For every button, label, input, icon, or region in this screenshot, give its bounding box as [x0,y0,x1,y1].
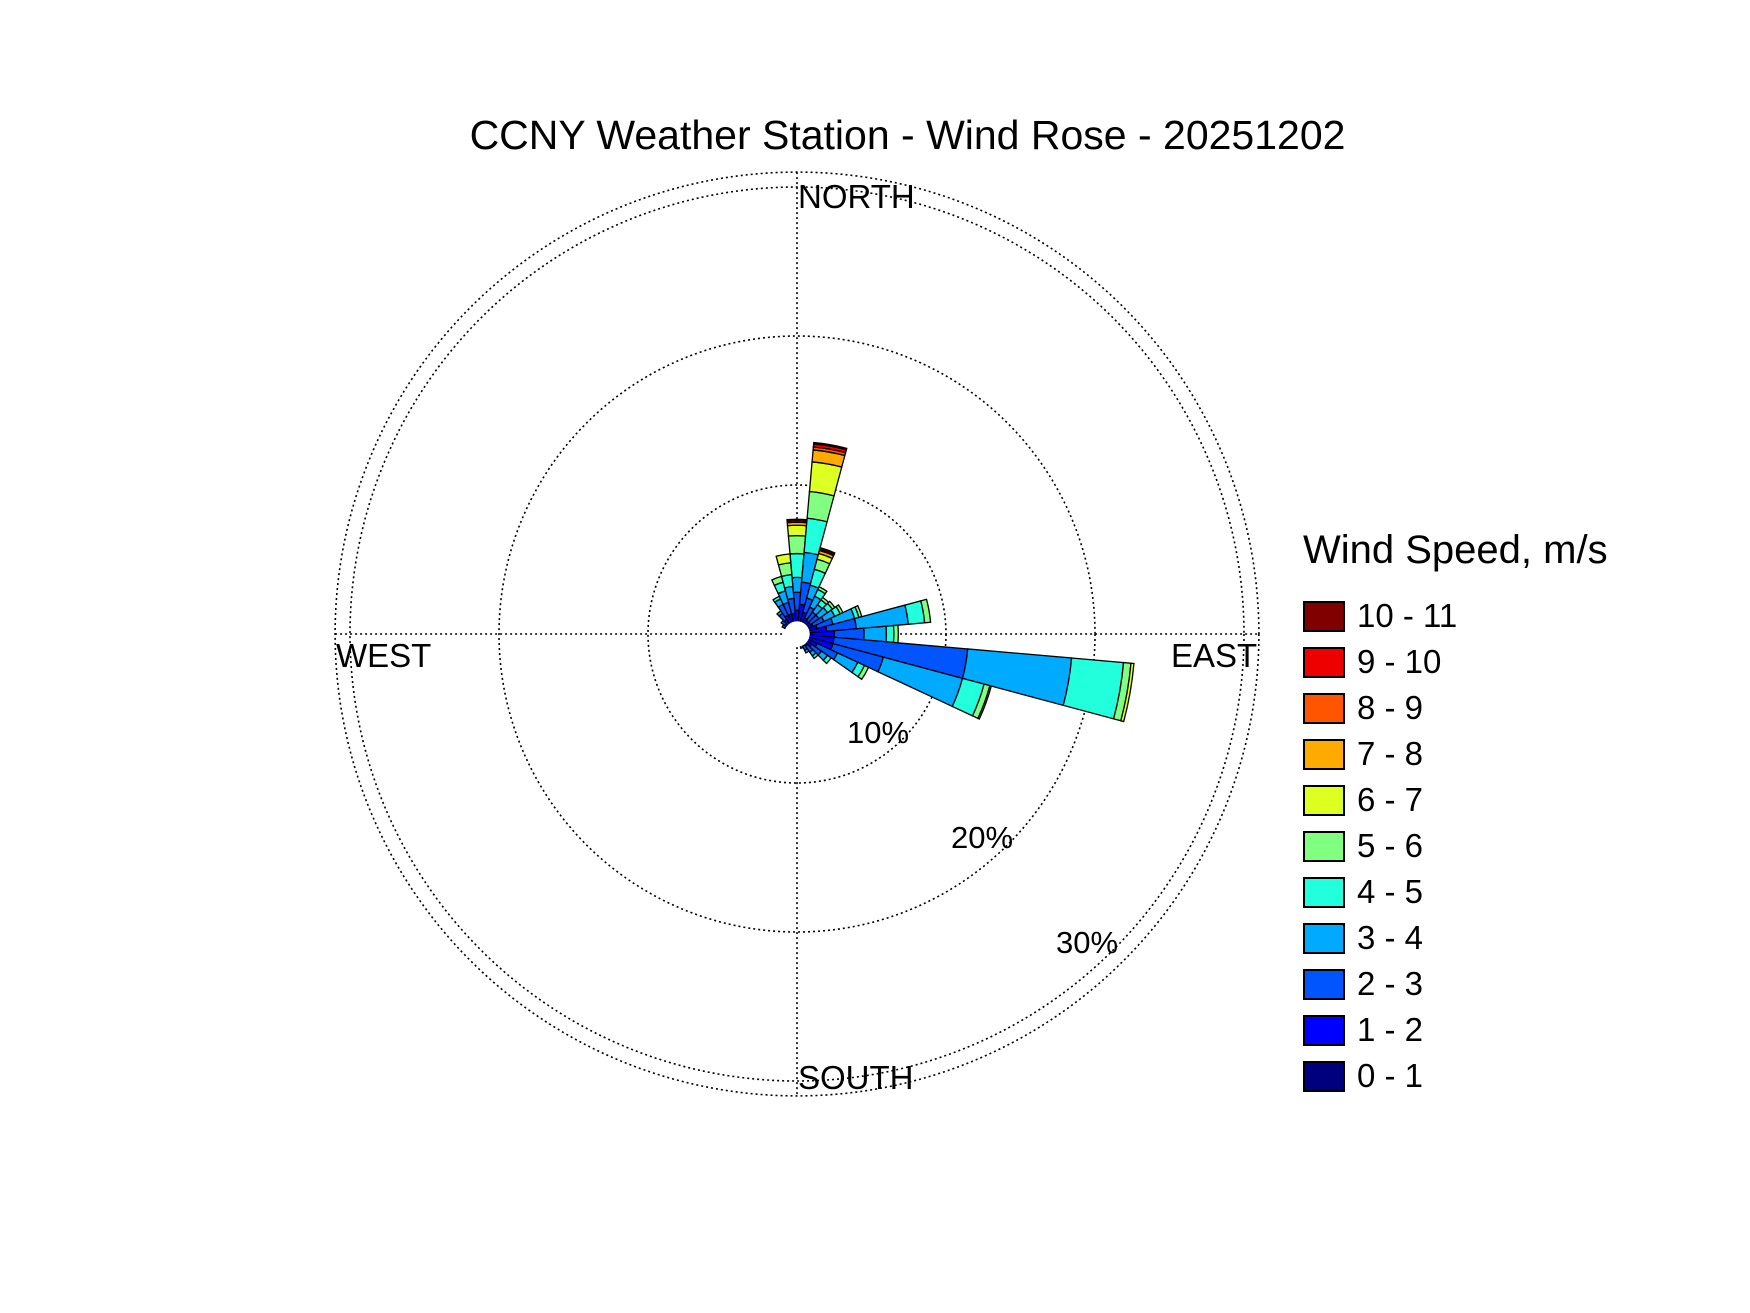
legend-swatch [1303,646,1345,678]
legend-item: 2 - 3 [1303,961,1723,1007]
wedge-dir0-bin6 [786,524,808,537]
wedge-dir10-bin6 [808,461,843,497]
wedge-dir80-bin5 [919,598,932,624]
legend-entries: 10 - 11 9 - 10 8 - 9 7 - 8 6 - 7 5 - 6 4 - 5 3 … [1303,593,1723,1099]
legend-swatch [1303,968,1345,1000]
legend-label: 5 - 6 [1357,827,1424,864]
legend-item: 1 - 2 [1303,1007,1723,1053]
wedge-dir140-bin4 [811,652,819,660]
label-north: NORTH [798,178,915,215]
legend: Wind Speed, m/s 10 - 11 9 - 10 8 - 9 7 - 8 6… [1303,528,1723,1099]
legend-label: 10 - 11 [1357,597,1458,634]
wedge-dir110-bin6 [977,684,993,720]
wedge-dir350-bin6 [775,553,792,566]
ring-label-20: 20% [951,820,1013,855]
legend-item: 5 - 6 [1303,823,1723,869]
wedge-dir10-bin5 [806,490,835,523]
wedge-dir90-bin4 [885,624,895,644]
legend-label: 3 - 4 [1357,919,1424,956]
wedge-dir0-bin9 [786,518,808,522]
wedge-dir20-bin9 [818,546,836,556]
legend-item: 0 - 1 [1303,1053,1723,1099]
wedge-dir150-bin3 [803,647,810,654]
legend-label: 8 - 9 [1357,689,1424,726]
legend-item: 9 - 10 [1303,639,1723,685]
legend-title: Wind Speed, m/s [1303,528,1608,572]
legend-swatch [1303,922,1345,954]
legend-item: 4 - 5 [1303,869,1723,915]
wedge-dir80-bin3 [853,604,910,630]
polar-labels: NORTH EAST SOUTH WEST 10% 20% 30% [336,178,1257,1096]
wedge-dir130-bin4 [822,654,833,665]
legend-label: 7 - 8 [1357,735,1424,772]
legend-label: 9 - 10 [1357,643,1442,680]
wedge-dir90-bin5 [892,624,899,644]
wedge-dir30-bin5 [816,585,828,595]
legend-swatch [1303,1014,1345,1046]
legend-label: 2 - 3 [1357,965,1424,1002]
wedge-dir120-bin5 [857,664,870,681]
legend-label: 4 - 5 [1357,873,1424,910]
wedge-dir90-bin3 [863,625,888,643]
label-south: SOUTH [798,1059,914,1096]
wedge-dir0-bin5 [787,535,807,555]
chart-title: CCNY Weather Station - Wind Rose - 20251… [469,112,1346,158]
label-west: WEST [336,637,431,674]
legend-item: 10 - 11 [1303,593,1723,639]
wedge-dir10-bin10 [812,441,848,451]
legend-swatch [1303,600,1345,632]
wedge-dir100-bin4 [1062,657,1125,720]
legend-label: 0 - 1 [1357,1057,1424,1094]
legend-swatch [1303,738,1345,770]
legend-swatch [1303,784,1345,816]
legend-swatch [1303,692,1345,724]
legend-item: 6 - 7 [1303,777,1723,823]
legend-swatch [1303,830,1345,862]
wedge-dir100-bin6 [1120,662,1135,723]
legend-swatch [1303,1060,1345,1092]
ring-label-10: 10% [847,715,909,750]
legend-swatch [1303,876,1345,908]
legend-item: 8 - 9 [1303,685,1723,731]
wind-sectors [770,441,1135,723]
legend-label: 6 - 7 [1357,781,1424,818]
grid-ring-2 [498,335,1096,933]
legend-item: 7 - 8 [1303,731,1723,777]
grid-ring-3 [349,186,1245,1082]
center-calm-circle [784,621,810,647]
legend-label: 1 - 2 [1357,1011,1424,1048]
ring-label-30: 30% [1056,925,1118,960]
legend-item: 3 - 4 [1303,915,1723,961]
label-east: EAST [1171,637,1257,674]
